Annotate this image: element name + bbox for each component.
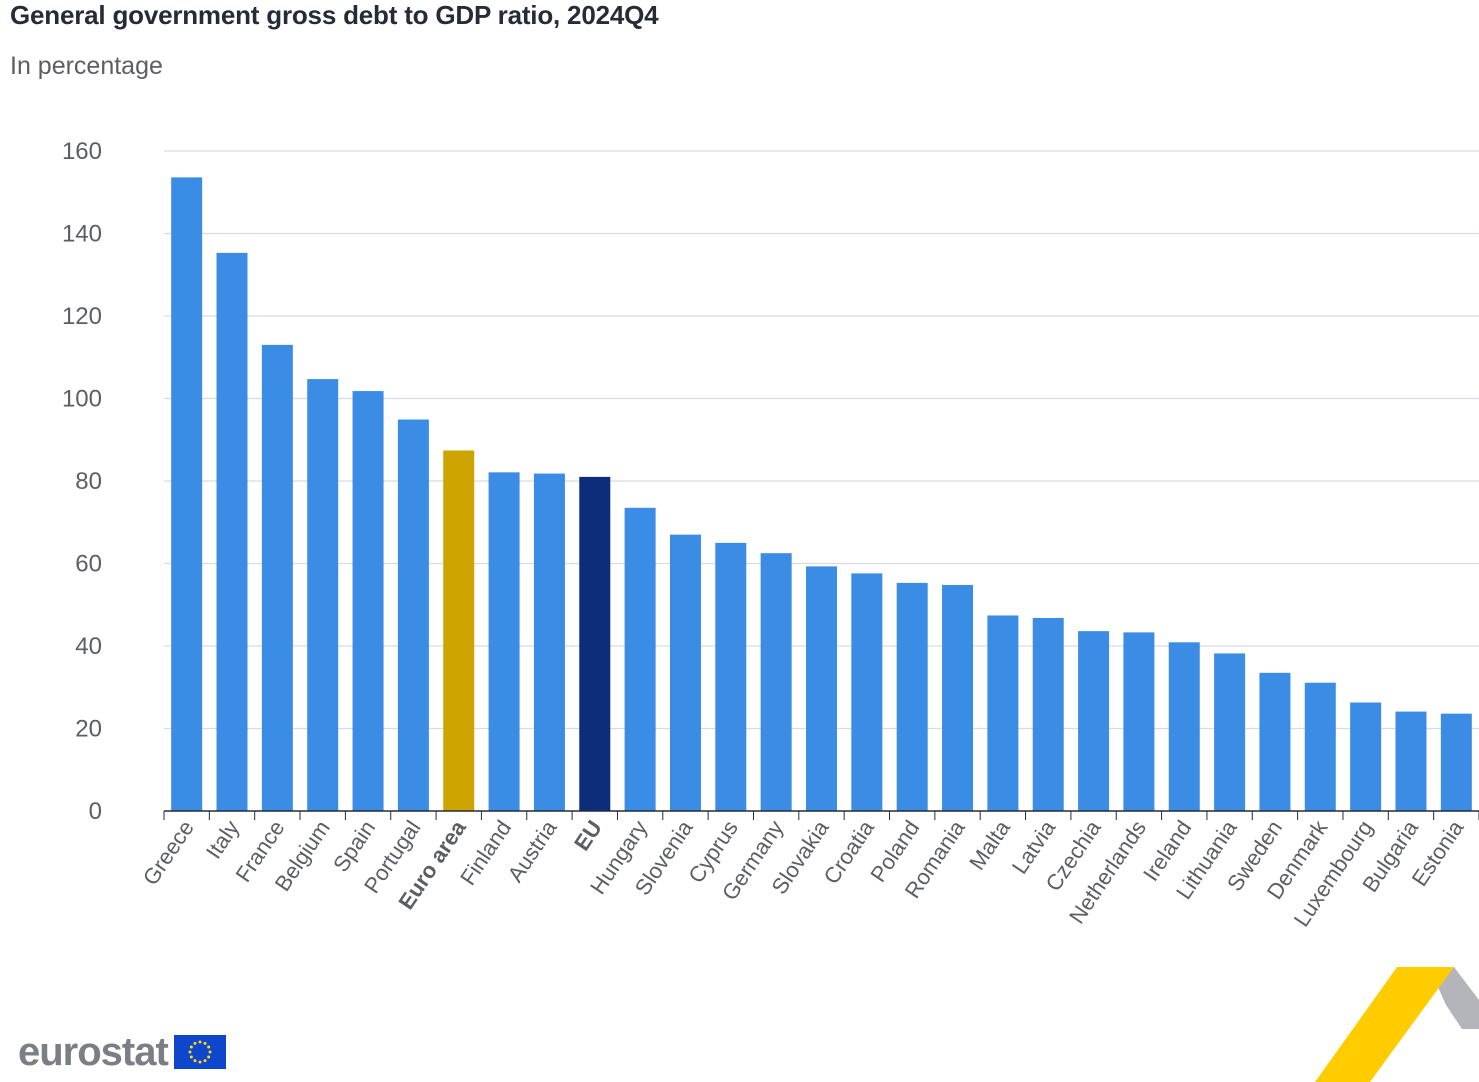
y-axis-ticks: 0 20 40 60 80 100 120 140 160 xyxy=(62,138,102,825)
bar-bulgaria[interactable] xyxy=(1395,711,1427,811)
y-tick-label: 100 xyxy=(62,386,102,413)
eu-flag-icon xyxy=(173,1035,226,1069)
chart-subtitle: In percentage xyxy=(10,52,163,80)
flag-star xyxy=(198,1060,202,1064)
x-tick-label: Greece xyxy=(138,816,199,890)
flag-star xyxy=(189,1045,193,1049)
bar-romania[interactable] xyxy=(942,584,974,811)
x-tick-label: EU xyxy=(569,816,607,855)
flag-star xyxy=(208,1050,212,1054)
y-tick-label: 20 xyxy=(75,716,102,743)
flag-star xyxy=(203,1059,207,1063)
corner-decoration xyxy=(1315,967,1479,1082)
bar-italy[interactable] xyxy=(216,252,248,811)
bar-cyprus[interactable] xyxy=(715,542,747,811)
flag-star xyxy=(189,1055,193,1059)
flag-star xyxy=(193,1041,197,1045)
bar-germany[interactable] xyxy=(760,553,792,811)
bar-croatia[interactable] xyxy=(851,573,883,811)
y-tick-label: 60 xyxy=(75,551,102,578)
bar-slovenia[interactable] xyxy=(669,534,701,811)
bar-latvia[interactable] xyxy=(1032,617,1064,811)
bar-spain[interactable] xyxy=(352,391,384,811)
x-axis-ticks: Greece ItalyFranceBelgiumSpainPortugalEur… xyxy=(138,811,1479,931)
x-tick-label: Austria xyxy=(503,815,562,886)
flag-star xyxy=(188,1050,192,1054)
bar-luxembourg[interactable] xyxy=(1350,702,1382,811)
bar-finland[interactable] xyxy=(488,472,520,811)
eurostat-logo: eurostat xyxy=(18,1032,226,1072)
y-tick-label: 160 xyxy=(62,138,102,165)
bar-eu[interactable] xyxy=(579,476,611,811)
y-tick-label: 140 xyxy=(62,221,102,248)
y-tick-label: 80 xyxy=(75,468,102,495)
bar-chart: 0 20 40 60 80 100 120 140 160 Greece ItalyFranceB… xyxy=(62,138,1479,931)
x-tick-label: Italy xyxy=(201,816,244,863)
bar-czechia[interactable] xyxy=(1078,631,1110,811)
bar-france[interactable] xyxy=(261,344,293,811)
bar-euro-area[interactable] xyxy=(443,450,475,811)
bar-estonia[interactable] xyxy=(1440,713,1472,811)
bar-sweden[interactable] xyxy=(1259,672,1291,811)
flag-star xyxy=(206,1055,210,1059)
bar-hungary[interactable] xyxy=(624,507,656,811)
flag-star xyxy=(206,1045,210,1049)
bar-ireland[interactable] xyxy=(1168,642,1200,811)
bars xyxy=(171,177,1472,811)
logo-text: eurostat xyxy=(18,1030,169,1074)
y-tick-label: 120 xyxy=(62,303,102,330)
y-tick-label: 40 xyxy=(75,633,102,660)
bar-greece[interactable] xyxy=(171,177,203,811)
y-tick-label: 0 xyxy=(89,798,102,825)
bar-belgium[interactable] xyxy=(307,379,339,811)
bar-portugal[interactable] xyxy=(397,419,429,811)
bar-lithuania[interactable] xyxy=(1214,653,1246,811)
bar-malta[interactable] xyxy=(987,615,1019,811)
bar-netherlands[interactable] xyxy=(1123,632,1155,811)
bar-slovakia[interactable] xyxy=(806,566,837,811)
bar-austria[interactable] xyxy=(533,473,565,811)
flag-star xyxy=(193,1059,197,1063)
bar-denmark[interactable] xyxy=(1304,682,1336,811)
flag-star xyxy=(203,1041,207,1045)
bar-poland[interactable] xyxy=(896,582,928,811)
chart-title: General government gross debt to GDP rat… xyxy=(10,0,659,30)
flag-star xyxy=(198,1040,202,1044)
